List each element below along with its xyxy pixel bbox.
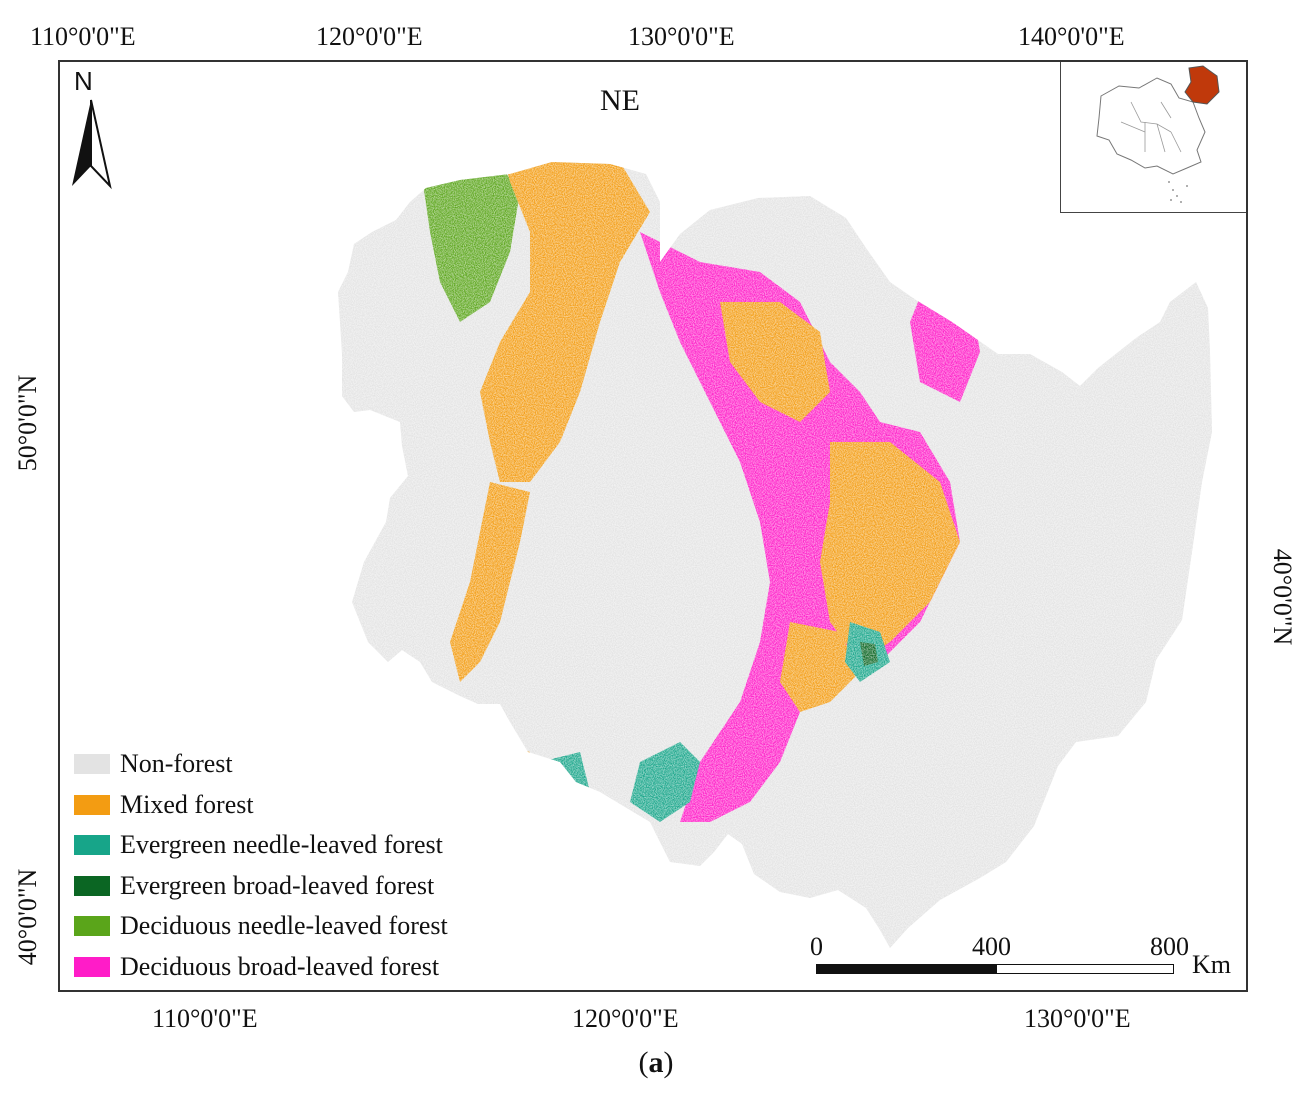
- bottom-tick-120: 120°0'0"E: [572, 1004, 679, 1033]
- legend-label: Deciduous broad-leaved forest: [120, 951, 440, 981]
- deciduous-broad-southwest: [540, 792, 590, 832]
- legend-label: Deciduous needle-leaved forest: [120, 911, 448, 941]
- left-tick-50: 50°0'0"N: [13, 374, 42, 472]
- inset-china-outline: [1096, 65, 1220, 203]
- bottom-tick-110: 110°0'0"E: [152, 1004, 258, 1033]
- map-legend: Non-forest Mixed forest Evergreen needle…: [74, 744, 448, 987]
- legend-label: Evergreen broad-leaved forest: [120, 870, 435, 900]
- inset-china-shape: [1096, 77, 1206, 175]
- scale-unit: Km: [1192, 950, 1231, 979]
- scale-bar-black-segment: [816, 964, 998, 974]
- mixed-forest-south-tip: [500, 742, 530, 787]
- figure-caption: (a): [0, 1046, 1312, 1080]
- scale-bar-white-segment: [996, 964, 1174, 974]
- legend-swatch: [74, 835, 110, 856]
- legend-label: Evergreen needle-leaved forest: [120, 830, 443, 860]
- right-tick-40: 40°0'0"N: [1268, 548, 1297, 646]
- legend-item-non-forest: Non-forest: [74, 744, 448, 785]
- inset-highlight-ne: [1184, 65, 1220, 105]
- forest-map: [338, 162, 1212, 948]
- legend-label: Non-forest: [120, 749, 233, 779]
- inset-locator-map: [1060, 62, 1246, 213]
- caption-open-paren: (: [638, 1046, 649, 1079]
- legend-swatch: [74, 794, 110, 815]
- legend-item-evergreen-needle: Evergreen needle-leaved forest: [74, 825, 448, 866]
- left-tick-40: 40°0'0"N: [13, 868, 42, 966]
- legend-swatch: [74, 916, 110, 937]
- caption-letter: a: [648, 1046, 664, 1079]
- scale-bar: 0 400 800 Km: [810, 932, 1236, 990]
- legend-item-mixed-forest: Mixed forest: [74, 785, 448, 826]
- inset-province-lines: [1120, 101, 1182, 153]
- legend-swatch: [74, 956, 110, 977]
- legend-swatch: [74, 754, 110, 775]
- north-arrow-icon: [72, 99, 112, 190]
- inset-islands: [1168, 181, 1188, 203]
- scale-tick-800: 800: [1150, 932, 1189, 961]
- legend-item-deciduous-needle: Deciduous needle-leaved forest: [74, 906, 448, 947]
- top-tick-120: 120°0'0"E: [316, 22, 423, 51]
- map-frame: N NE Non-forest Mixed forest Evergreen n…: [58, 60, 1248, 992]
- top-tick-140: 140°0'0"E: [1018, 22, 1125, 51]
- legend-swatch: [74, 875, 110, 896]
- legend-item-evergreen-broad: Evergreen broad-leaved forest: [74, 866, 448, 907]
- legend-label: Mixed forest: [120, 789, 254, 819]
- north-label: N: [74, 66, 93, 96]
- scale-tick-0: 0: [810, 932, 823, 961]
- legend-item-deciduous-broad: Deciduous broad-leaved forest: [74, 947, 448, 988]
- caption-close-paren: ): [663, 1046, 674, 1079]
- top-tick-110: 110°0'0"E: [30, 22, 136, 51]
- region-title: NE: [600, 84, 640, 117]
- scale-tick-400: 400: [972, 932, 1011, 961]
- top-tick-130: 130°0'0"E: [628, 22, 735, 51]
- bottom-tick-130: 130°0'0"E: [1024, 1004, 1131, 1033]
